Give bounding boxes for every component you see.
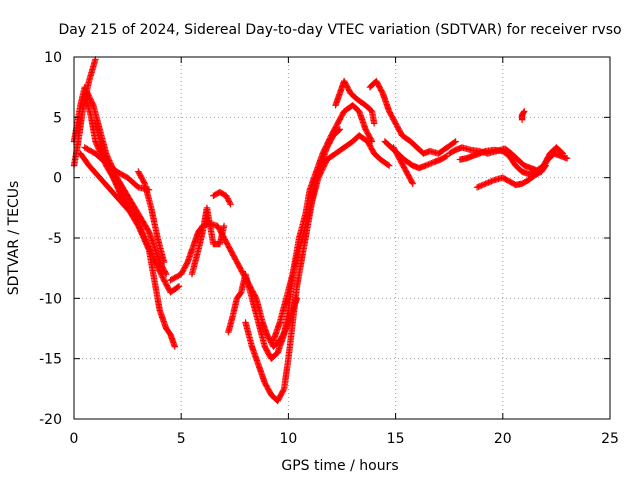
x-axis-label: GPS time / hours (281, 458, 398, 474)
series-markers (81, 144, 153, 193)
series-markers (188, 204, 228, 278)
series-track-13 (270, 132, 393, 344)
y-axis-label: SDTVAR / TECUs (6, 181, 22, 296)
series-markers (332, 77, 378, 127)
x-tick-label: 10 (279, 431, 297, 447)
tick-layer: 0 5 10 15 20 25 -20 -15 -10 -5 0 5 10 (39, 50, 619, 447)
data-layer (70, 56, 571, 405)
series-track-2 (70, 83, 170, 278)
series-markers (270, 132, 393, 344)
chart-title: Day 215 of 2024, Sidereal Day-to-day VTE… (58, 22, 621, 38)
series-track-7 (135, 168, 168, 266)
series-track-8 (167, 220, 301, 350)
x-tick-label: 15 (387, 431, 405, 447)
series-track-15 (366, 77, 459, 157)
y-tick-label: -20 (39, 412, 62, 428)
y-tick-label: 0 (53, 171, 62, 187)
x-tick-label: 0 (70, 431, 79, 447)
series-markers (70, 83, 170, 278)
y-tick-label: 5 (53, 110, 62, 126)
x-tick-label: 5 (177, 431, 186, 447)
series-markers (135, 168, 168, 266)
x-tick-label: 20 (494, 431, 512, 447)
series-markers (390, 144, 416, 187)
series-track-5 (81, 144, 153, 193)
x-tick-label: 25 (601, 431, 619, 447)
series-track-9 (188, 204, 228, 278)
y-tick-label: -10 (39, 291, 62, 307)
y-tick-label: 10 (44, 50, 62, 66)
series-track-17 (390, 144, 416, 187)
series-track-14 (332, 77, 378, 127)
series-track-10 (210, 188, 234, 208)
series-track-20 (473, 162, 549, 191)
series-markers (473, 162, 549, 191)
series-track-6 (77, 150, 142, 224)
series-markers (518, 108, 528, 123)
series-markers (366, 77, 459, 157)
y-tick-label: -15 (39, 352, 62, 368)
series-markers (167, 220, 301, 350)
series-track-21 (518, 108, 528, 123)
series-markers (77, 150, 142, 224)
y-tick-label: -5 (48, 231, 62, 247)
series-markers (210, 188, 234, 208)
